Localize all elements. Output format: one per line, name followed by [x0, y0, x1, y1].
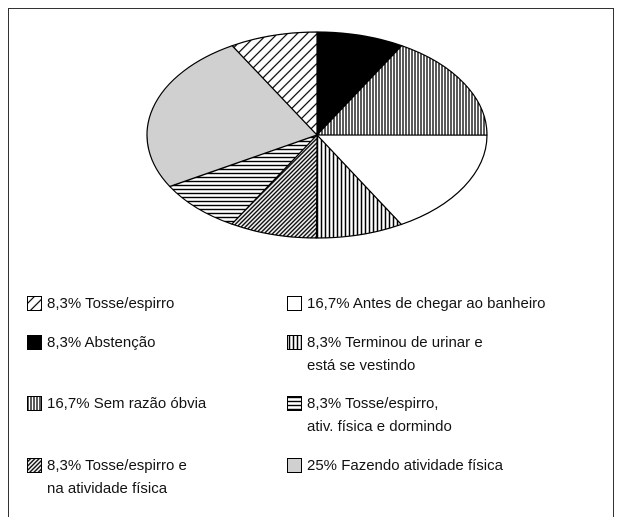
legend-label: 16,7% Antes de chegar ao banheiro — [307, 295, 546, 312]
legend-label: 8,3% Abstenção — [47, 334, 156, 351]
pie-slice — [316, 31, 403, 137]
legend-label: 8,3% Tosse/espirro — [47, 295, 175, 312]
legend-label: 8,3% Terminou de urinar e está se vestin… — [307, 334, 483, 374]
pie-slice — [230, 133, 318, 239]
legend-label: 8,3% Tosse/espirro e na atividade física — [47, 457, 187, 497]
pie-slice — [168, 134, 318, 225]
legend-swatch — [27, 458, 42, 473]
legend-swatch — [287, 396, 302, 411]
legend-swatch — [27, 335, 42, 350]
legend-label: 25% Fazendo atividade física — [307, 457, 503, 474]
pie-slice — [315, 133, 403, 239]
pie-slice — [146, 45, 319, 188]
legend-swatch — [27, 296, 42, 311]
frame — [8, 8, 614, 517]
legend-swatch — [287, 296, 302, 311]
legend-swatch — [287, 335, 302, 350]
pie-slice — [315, 134, 488, 226]
legend-swatch — [287, 458, 302, 473]
legend-swatch — [27, 396, 42, 411]
legend-label: 16,7% Sem razão óbvia — [47, 395, 207, 412]
legend-label: 8,3% Tosse/espirro, ativ. física e dormi… — [307, 395, 452, 435]
pie-slice — [231, 31, 318, 137]
pie-slice — [315, 45, 488, 136]
